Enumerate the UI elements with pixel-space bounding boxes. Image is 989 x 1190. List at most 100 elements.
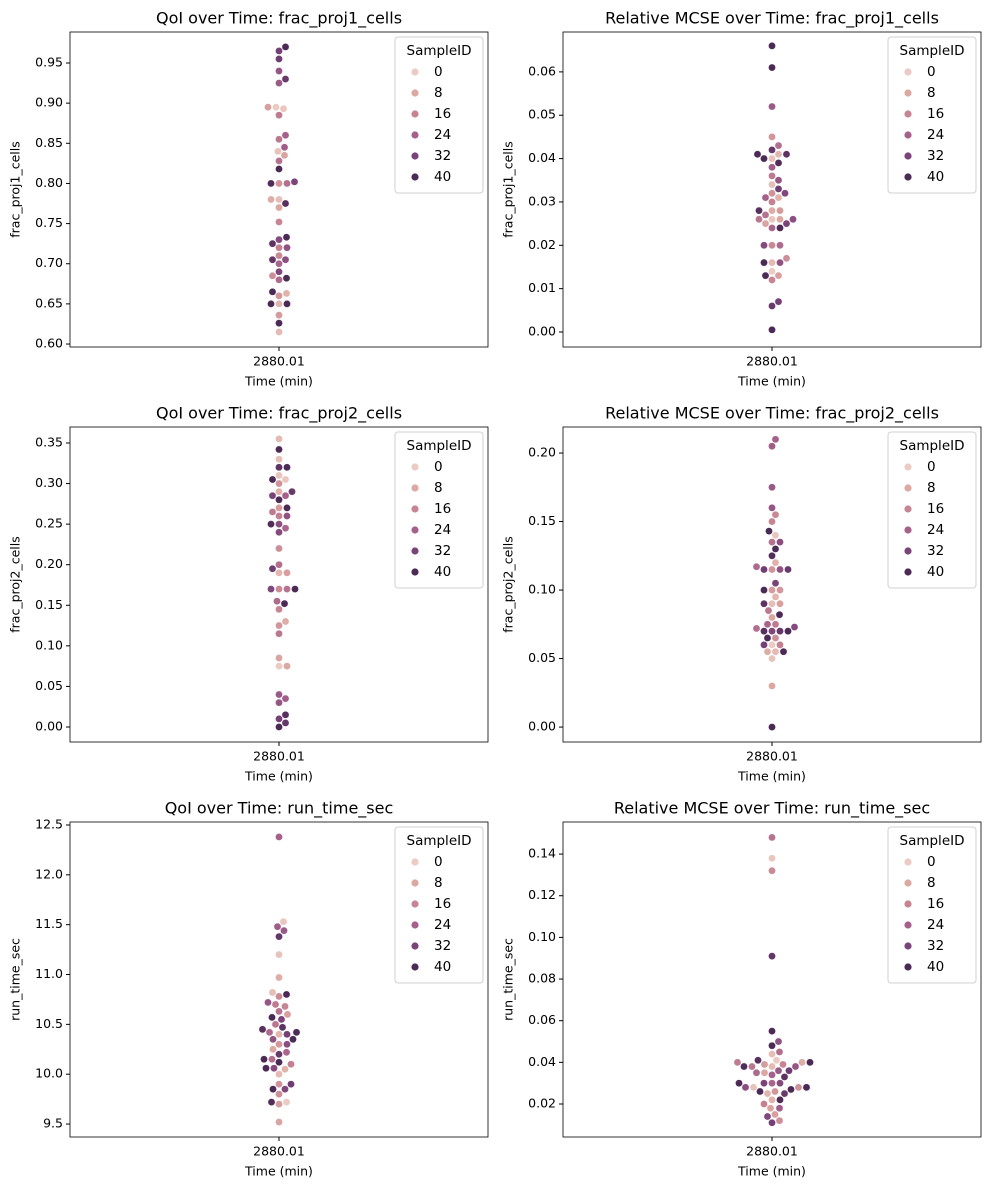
swarm-point [283, 504, 291, 512]
legend-label: 40 [927, 564, 944, 580]
swarm-point [275, 605, 283, 614]
swarm-point [275, 292, 283, 300]
y-tick-label: 0.04 [528, 150, 556, 165]
swarm-point [275, 1040, 283, 1049]
legend-title: SampleID [407, 438, 472, 454]
swarm-point [271, 1000, 280, 1009]
swarm-point [771, 647, 780, 656]
swarm-point [265, 1028, 274, 1037]
swarm-point [768, 1118, 776, 1127]
swarm-point [768, 654, 776, 663]
swarm-point [268, 239, 277, 248]
swarm-point [281, 694, 290, 703]
y-tick-label: 0.65 [35, 295, 63, 310]
legend-marker [904, 484, 912, 492]
swarm-point [275, 992, 283, 1001]
swarm-point [280, 143, 289, 152]
y-tick-label: 0.06 [528, 63, 556, 78]
legend-label: 16 [927, 501, 944, 517]
swarm-point [768, 599, 776, 608]
legend-marker [904, 879, 912, 887]
swarm-point [275, 195, 283, 204]
legend-marker [411, 547, 419, 555]
swarm-point [790, 623, 799, 631]
swarm-point [780, 1073, 789, 1081]
y-tick-label: 12.0 [35, 866, 63, 881]
swarm-point [764, 606, 773, 615]
swarm-point [768, 241, 776, 250]
y-tick-label: 0.10 [35, 637, 63, 652]
swarm-point [771, 593, 780, 601]
swarm-point [768, 42, 776, 50]
swarm-point [275, 157, 283, 165]
y-axis-label: run_time_sec [501, 938, 516, 1021]
legend-label: 0 [434, 854, 443, 870]
y-axis-label: run_time_sec [8, 938, 23, 1021]
swarm-point [771, 634, 780, 642]
swarm-point [281, 1085, 289, 1093]
y-axis-label: frac_proj1_cells [8, 141, 23, 237]
swarm-point [763, 1089, 772, 1098]
swarm-point [774, 141, 783, 150]
swarm-point [275, 55, 283, 63]
swarm-point [754, 1056, 762, 1065]
swarm-point [752, 624, 761, 633]
swarm-point [748, 1062, 756, 1071]
swarm-point [275, 698, 283, 707]
swarm-point [275, 135, 283, 144]
swarm-point [765, 527, 773, 535]
swarm-point [735, 1079, 743, 1087]
x-tick-label: 2880.01 [253, 749, 305, 764]
legend-title: SampleID [900, 438, 965, 454]
y-axis-label: frac_proj2_cells [501, 536, 516, 632]
legend-label: 24 [927, 917, 944, 933]
swarm-point [262, 1064, 270, 1073]
swarm-point [756, 1087, 764, 1096]
swarm-point [774, 185, 783, 193]
legend-title: SampleID [407, 43, 472, 59]
legend-label: 0 [927, 64, 936, 80]
swarm-point [760, 241, 768, 250]
swarm-point [274, 147, 282, 156]
swarm-point [275, 715, 283, 723]
legend-label: 16 [927, 896, 944, 912]
swarm-point [282, 1048, 291, 1057]
swarm-point [275, 723, 283, 731]
swarm-point [280, 151, 289, 160]
legend-marker [904, 921, 912, 929]
swarm-point [275, 528, 283, 537]
chart-title: QoI over Time: frac_proj1_cells [156, 9, 402, 29]
legend-marker [904, 131, 912, 139]
swarm-point [260, 1055, 268, 1064]
legend-marker [411, 463, 419, 471]
swarm-point [768, 146, 776, 154]
swarm-point [267, 300, 275, 308]
legend-label: 8 [927, 480, 936, 496]
y-tick-label: 9.5 [43, 1116, 63, 1131]
swarm-point [282, 274, 291, 282]
legend-marker [411, 858, 419, 866]
swarm-point [283, 1010, 292, 1019]
legend-label: 32 [434, 938, 451, 954]
swarm-point [771, 1110, 779, 1119]
swarm-point [268, 988, 277, 997]
swarm-point [787, 1085, 795, 1094]
x-axis-label: Time (min) [244, 769, 313, 784]
swarm-point [281, 43, 290, 51]
legend-marker [411, 526, 419, 534]
y-tick-label: 0.00 [35, 718, 63, 733]
swarm-point [268, 508, 277, 516]
swarm-point [275, 544, 283, 553]
swarm-point [776, 206, 784, 215]
swarm-point [768, 215, 776, 224]
swarm-point [775, 1116, 784, 1125]
swarm-point [763, 1112, 772, 1121]
chart-title: QoI over Time: frac_proj2_cells [156, 404, 402, 424]
swarm-point [741, 1083, 750, 1092]
swarm-point [753, 150, 762, 159]
swarm-point [768, 723, 776, 731]
swarm-point [771, 545, 780, 553]
chart-title: Relative MCSE over Time: run_time_sec [614, 799, 930, 819]
swarm-point [768, 224, 776, 232]
swarm-point [776, 599, 784, 608]
